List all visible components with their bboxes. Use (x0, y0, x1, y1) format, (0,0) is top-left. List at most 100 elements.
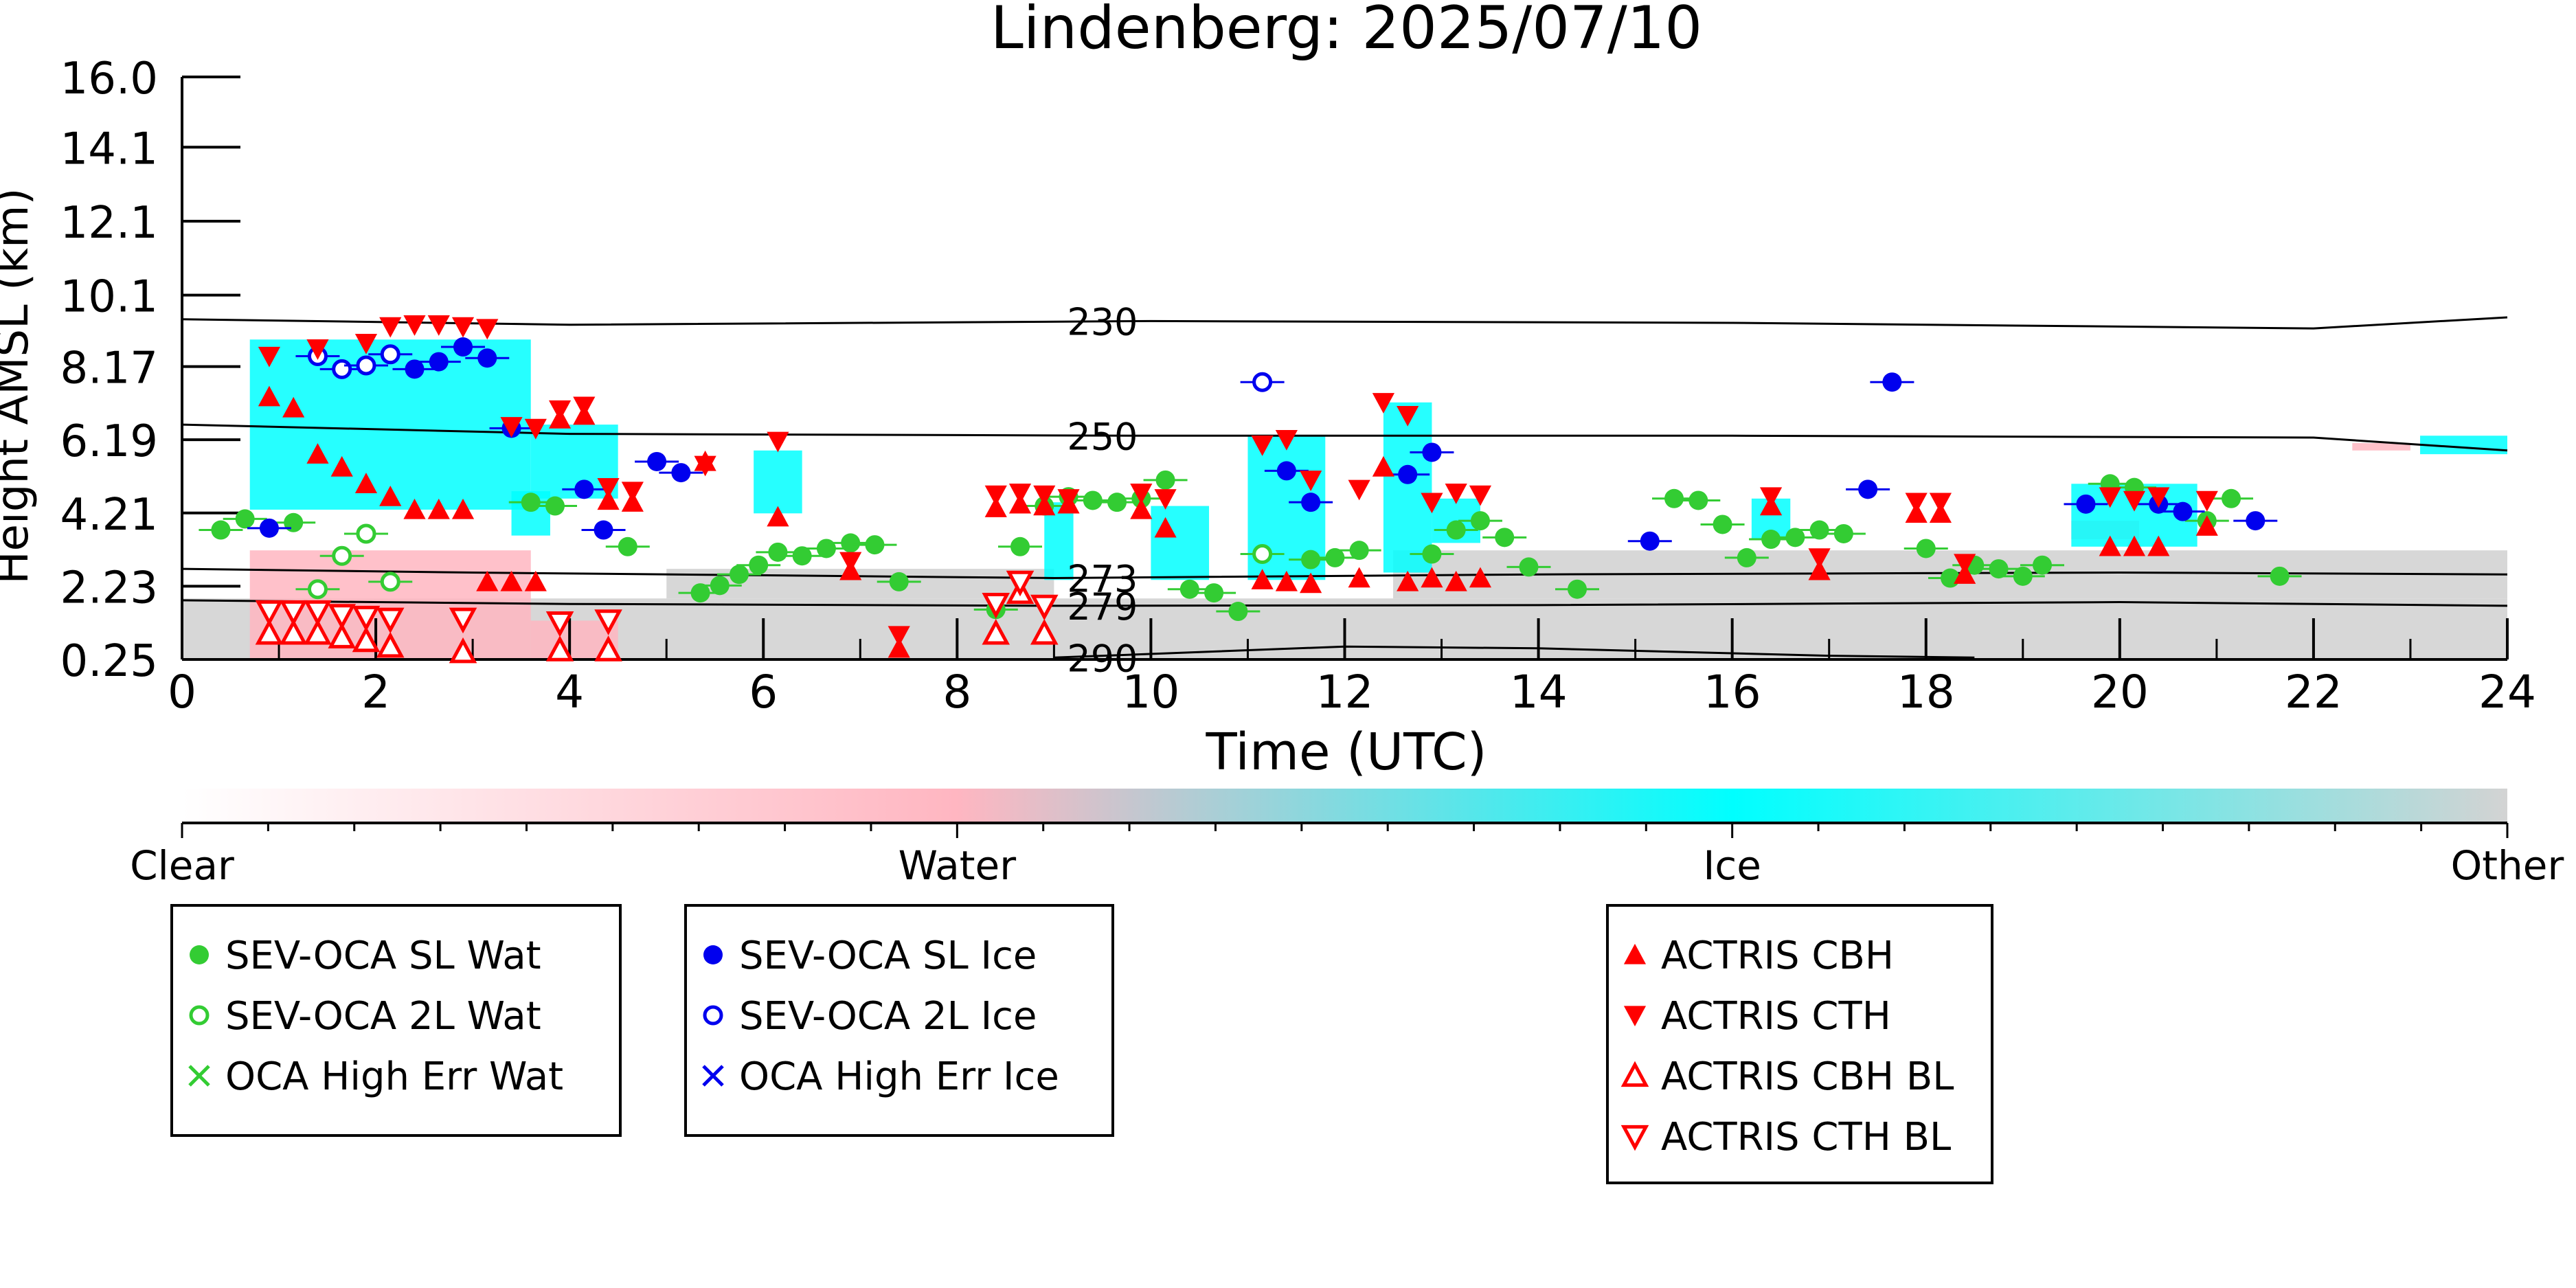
isotherm-273-line (181, 567, 2508, 580)
data-point (1445, 484, 1467, 504)
legend-label: OCA High Err Wat (225, 1054, 563, 1099)
data-point (768, 542, 788, 562)
data-point (2099, 487, 2121, 508)
data-point (306, 443, 329, 464)
data-point (258, 346, 281, 368)
data-point (376, 607, 405, 634)
data-point (1006, 570, 1035, 597)
data-point (449, 607, 477, 634)
data-point (1204, 583, 1224, 603)
isotherm-230-line (181, 316, 2508, 330)
data-point (1519, 557, 1539, 577)
ice-region (1383, 402, 1432, 573)
data-point (306, 339, 329, 360)
data-point (1495, 528, 1515, 547)
data-point (521, 493, 541, 512)
data-point (1398, 464, 1418, 484)
data-point (477, 348, 497, 368)
series-sev-oca-sl-ice (247, 337, 2278, 551)
data-point (405, 359, 425, 379)
data-point (1397, 405, 1419, 427)
data-point (2222, 488, 2241, 508)
data-point (1397, 570, 1419, 591)
data-point (255, 600, 284, 626)
ice-region (249, 339, 531, 510)
legend-item: ACTRIS CTH (1623, 994, 1891, 1039)
legend-label: SEV-OCA 2L Wat (225, 994, 541, 1039)
x-tick-label: 12 (1316, 666, 1374, 719)
x-tick-label: 4 (555, 666, 584, 719)
data-point (982, 593, 1010, 619)
data-point (476, 570, 499, 591)
data-point (1785, 528, 1805, 547)
data-point (1107, 493, 1127, 512)
data-point (647, 451, 667, 471)
data-point (1083, 490, 1103, 510)
y-tick-label: 0.25 (60, 636, 159, 687)
data-point (1421, 567, 1443, 588)
data-markers (199, 315, 2302, 664)
data-point (618, 536, 637, 556)
y-tick-label: 16.0 (60, 54, 159, 104)
legend-marker (703, 1005, 723, 1026)
data-point (865, 535, 885, 555)
x-tick-label: 24 (2478, 666, 2536, 719)
data-point (380, 572, 400, 592)
data-point (1300, 572, 1322, 594)
data-point (889, 572, 909, 591)
data-point (1989, 559, 2009, 579)
isotherm-230-label: 230 (1067, 300, 1138, 343)
data-point (888, 637, 910, 658)
data-point (1664, 488, 1684, 508)
data-point (328, 604, 357, 630)
isotherm-279-line (181, 599, 2508, 607)
data-point (2123, 490, 2146, 512)
data-point (621, 482, 644, 503)
data-point (1445, 570, 1467, 591)
legend-marker (703, 945, 723, 964)
data-point (1737, 547, 1756, 567)
data-point (1882, 372, 1902, 392)
data-point (767, 431, 789, 453)
legend-label: SEV-OCA 2L Ice (739, 994, 1037, 1039)
legend-marker (1623, 1006, 1647, 1027)
x-tick-label: 6 (749, 666, 778, 719)
data-point (1276, 461, 1296, 481)
colorbar-gradient (182, 789, 2507, 823)
legend-item: SEV-OCA 2L Ice (703, 994, 1037, 1039)
data-point (211, 520, 231, 540)
data-point (1179, 579, 1199, 599)
legend-box-2: SEV-OCA SL Ice SEV-OCA 2L Ice OCA High Err… (684, 904, 1114, 1137)
data-point (545, 496, 565, 516)
data-point (476, 319, 499, 340)
x-tick-label: 2 (361, 666, 390, 719)
legend-item: ACTRIS CTH BL (1620, 1115, 1951, 1160)
data-point (888, 626, 910, 647)
colorbar-label: Clear (130, 842, 234, 889)
data-point (1858, 479, 1878, 499)
data-point (1275, 429, 1298, 451)
isotherm-279-label: 279 (1067, 585, 1138, 629)
data-point (332, 359, 352, 379)
series-actris-cbh (258, 385, 2218, 658)
legend-item: SEV-OCA 2L Wat (189, 994, 541, 1039)
data-point (1301, 493, 1321, 512)
data-point (279, 618, 308, 645)
data-point (545, 635, 574, 662)
data-point (259, 518, 279, 538)
data-point (1349, 541, 1369, 561)
data-point (1372, 455, 1395, 477)
legend-marker (1620, 1125, 1649, 1151)
data-point (984, 497, 1007, 517)
data-point (574, 479, 594, 499)
data-point (354, 333, 378, 354)
data-point (2195, 490, 2218, 512)
data-point (984, 485, 1007, 506)
data-point (982, 618, 1010, 645)
data-point (792, 546, 812, 566)
data-point (729, 565, 749, 585)
y-tick-label: 2.23 (60, 563, 159, 613)
data-point (767, 506, 789, 527)
data-point (545, 611, 574, 637)
